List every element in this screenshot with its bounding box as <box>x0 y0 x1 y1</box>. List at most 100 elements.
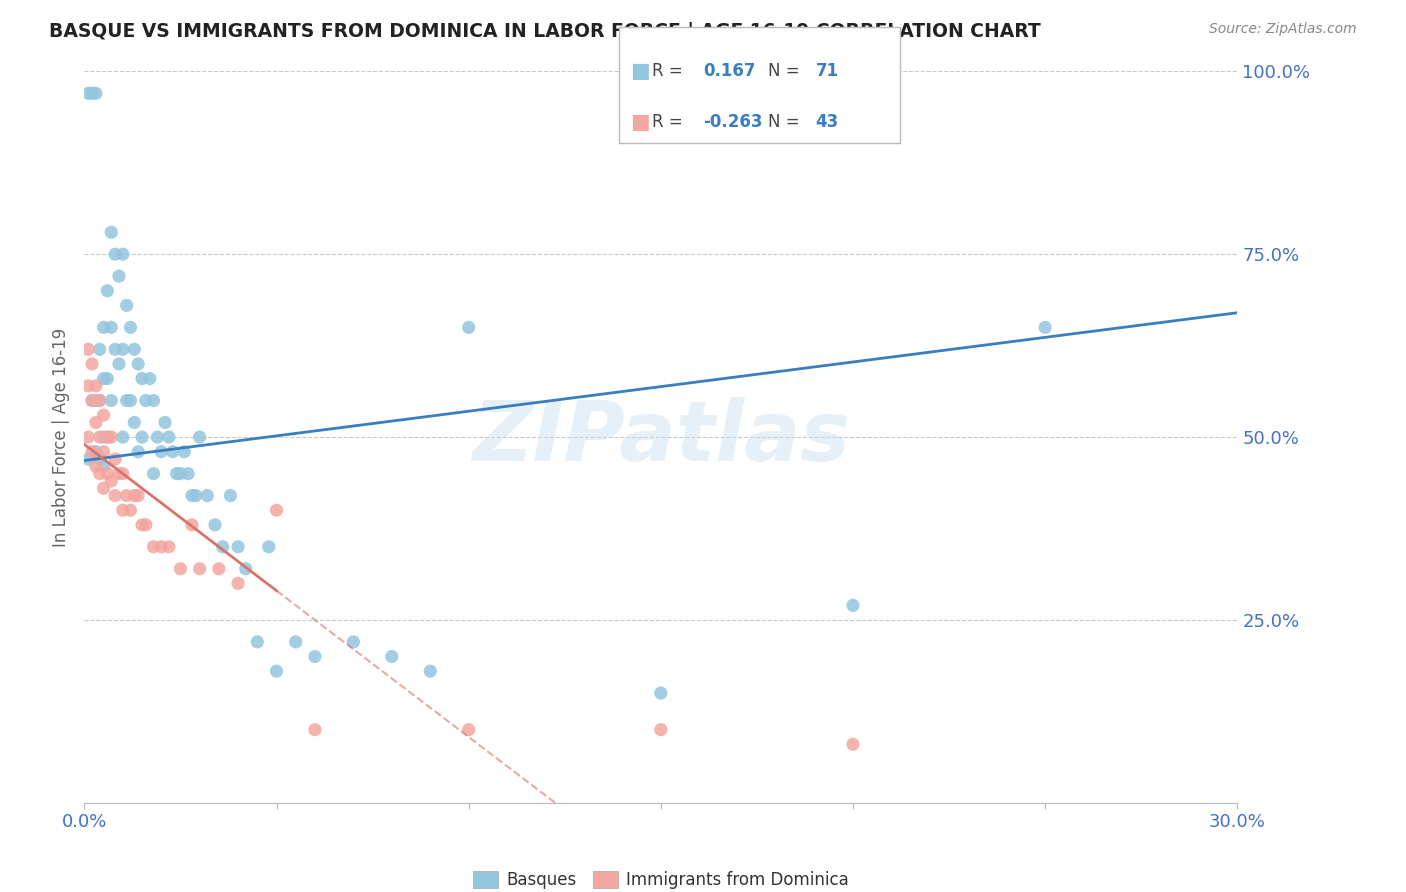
Point <box>84 87 107 101</box>
Point <box>127 357 149 371</box>
Point <box>115 298 138 312</box>
Text: 0.167: 0.167 <box>703 62 755 79</box>
Point <box>84 393 107 408</box>
Point <box>842 599 865 613</box>
Point <box>108 357 131 371</box>
Point <box>457 320 479 334</box>
Point <box>120 503 142 517</box>
Point <box>93 408 115 422</box>
Text: R =: R = <box>652 113 689 131</box>
Point <box>104 247 127 261</box>
Point <box>111 430 134 444</box>
Point <box>77 379 100 393</box>
Point <box>93 481 115 495</box>
Point <box>80 393 103 408</box>
Point <box>96 371 118 385</box>
Point <box>188 430 211 444</box>
Text: Source: ZipAtlas.com: Source: ZipAtlas.com <box>1209 22 1357 37</box>
Point <box>96 284 118 298</box>
Point <box>284 635 307 649</box>
Point <box>93 371 115 385</box>
Point <box>142 393 165 408</box>
Point <box>100 225 122 239</box>
Point <box>457 723 479 737</box>
Point <box>89 452 111 467</box>
Point <box>842 737 865 751</box>
Point <box>80 393 103 408</box>
Point <box>108 269 131 284</box>
Point <box>138 371 160 385</box>
Point <box>84 379 107 393</box>
Text: -0.263: -0.263 <box>703 113 762 131</box>
Point <box>96 430 118 444</box>
Point <box>77 87 100 101</box>
Point <box>84 459 107 474</box>
Point <box>381 649 404 664</box>
Text: N =: N = <box>768 62 804 79</box>
Point <box>100 430 122 444</box>
Point <box>266 503 288 517</box>
Point <box>226 576 249 591</box>
Point <box>166 467 188 481</box>
Point <box>146 430 169 444</box>
Point <box>219 489 242 503</box>
Point <box>650 723 672 737</box>
Point <box>93 444 115 458</box>
Point <box>124 416 146 430</box>
Point <box>150 444 173 458</box>
Point <box>195 489 218 503</box>
Point <box>162 444 184 458</box>
Point <box>181 517 204 532</box>
Point <box>266 664 288 678</box>
Point <box>127 489 149 503</box>
Point <box>100 474 122 488</box>
Point <box>89 393 111 408</box>
Point <box>226 540 249 554</box>
Point <box>124 489 146 503</box>
Point <box>111 247 134 261</box>
Point <box>188 562 211 576</box>
Point <box>100 393 122 408</box>
Point <box>93 430 115 444</box>
Point <box>96 430 118 444</box>
Point <box>235 562 257 576</box>
Point <box>124 343 146 357</box>
Point <box>150 540 173 554</box>
Point <box>153 416 176 430</box>
Point <box>77 452 100 467</box>
Point <box>142 540 165 554</box>
Point <box>157 430 180 444</box>
Point <box>77 430 100 444</box>
Point <box>304 649 326 664</box>
Point <box>108 467 131 481</box>
Text: ■: ■ <box>630 61 650 81</box>
Point <box>84 444 107 458</box>
Point <box>89 393 111 408</box>
Point <box>131 371 153 385</box>
Point <box>111 343 134 357</box>
Point <box>419 664 441 678</box>
Point <box>181 489 204 503</box>
Point <box>169 467 191 481</box>
Point <box>257 540 280 554</box>
Point <box>115 489 138 503</box>
Point <box>111 467 134 481</box>
Text: 43: 43 <box>815 113 839 131</box>
Point <box>111 503 134 517</box>
Text: BASQUE VS IMMIGRANTS FROM DOMINICA IN LABOR FORCE | AGE 16-19 CORRELATION CHART: BASQUE VS IMMIGRANTS FROM DOMINICA IN LA… <box>49 22 1040 42</box>
Point <box>120 393 142 408</box>
Point <box>342 635 364 649</box>
Point <box>104 489 127 503</box>
Point <box>96 467 118 481</box>
Point <box>304 723 326 737</box>
Point <box>204 517 226 532</box>
Point <box>93 320 115 334</box>
Text: R =: R = <box>652 62 689 79</box>
Point <box>131 517 153 532</box>
Point <box>157 540 180 554</box>
Point <box>142 467 165 481</box>
Point <box>208 562 231 576</box>
Point <box>93 459 115 474</box>
Text: ZIPatlas: ZIPatlas <box>472 397 849 477</box>
Text: N =: N = <box>768 113 804 131</box>
